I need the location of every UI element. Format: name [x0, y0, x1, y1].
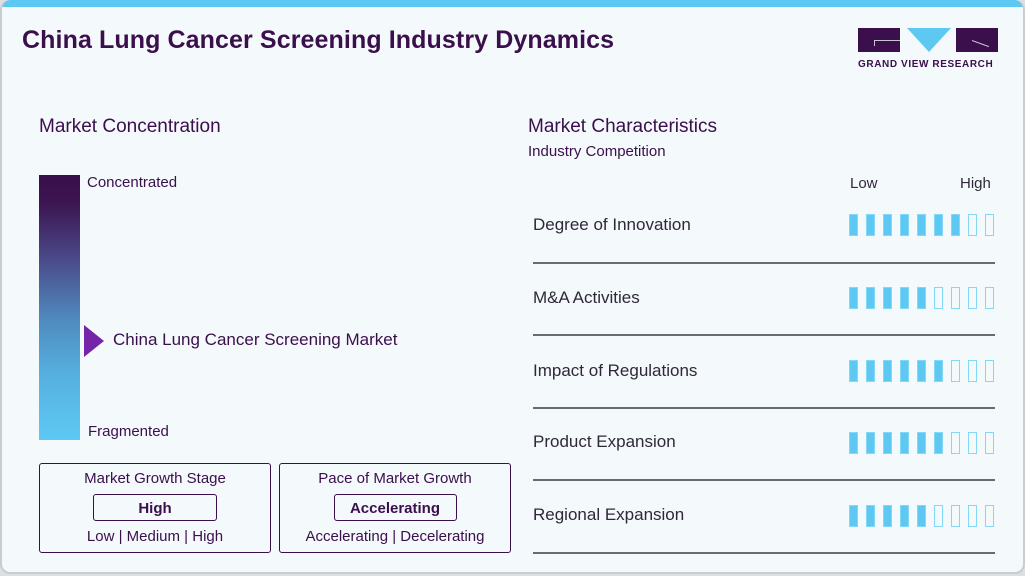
- rating-segment-empty: [951, 360, 960, 382]
- pace-options: Accelerating | Decelerating: [305, 528, 485, 545]
- rating-segment-filled: [866, 214, 875, 236]
- rating-segment-filled: [900, 432, 909, 454]
- rating-segment-filled: [917, 505, 926, 527]
- rating-segment-filled: [883, 360, 892, 382]
- rating-segment-empty: [968, 432, 977, 454]
- logo-text: GRAND VIEW RESEARCH: [858, 59, 994, 70]
- rating-segment-filled: [866, 432, 875, 454]
- row-label-regional-expansion: Regional Expansion: [533, 505, 685, 524]
- rating-segment-filled: [883, 505, 892, 527]
- rating-segment-filled: [849, 360, 858, 382]
- page-title: China Lung Cancer Screening Industry Dyn…: [22, 26, 615, 54]
- row-divider: [533, 262, 995, 264]
- rating-segment-filled: [849, 287, 858, 309]
- row-divider: [533, 407, 995, 409]
- rating-segment-filled: [934, 360, 943, 382]
- logo-r-block: [956, 28, 998, 52]
- rating-segment-filled: [934, 214, 943, 236]
- rating-product-expansion: [849, 432, 994, 456]
- growth-stage-title: Market Growth Stage: [84, 470, 226, 487]
- fragmented-label: Fragmented: [88, 423, 169, 440]
- row-divider: [533, 552, 995, 554]
- rating-segment-empty: [985, 360, 994, 382]
- rating-segment-filled: [951, 214, 960, 236]
- rating-segment-filled: [866, 287, 875, 309]
- rating-innovation: [849, 214, 994, 238]
- pace-value: Accelerating: [333, 494, 457, 521]
- rating-segment-empty: [985, 214, 994, 236]
- rating-segment-filled: [917, 287, 926, 309]
- rating-segment-filled: [883, 432, 892, 454]
- rating-segment-empty: [985, 505, 994, 527]
- row-label-innovation: Degree of Innovation: [533, 215, 691, 234]
- rating-segment-filled: [934, 432, 943, 454]
- rating-regulations: [849, 360, 994, 384]
- concentrated-label: Concentrated: [87, 174, 178, 191]
- rating-segment-empty: [968, 214, 977, 236]
- pace-title: Pace of Market Growth: [318, 470, 472, 487]
- rating-segment-empty: [985, 432, 994, 454]
- market-growth-stage-box: Market Growth Stage High Low | Medium | …: [39, 463, 271, 553]
- row-label-mna: M&A Activities: [533, 288, 640, 307]
- scale-high-label: High: [960, 175, 991, 192]
- top-accent-bar: [2, 0, 1023, 7]
- logo-v-triangle-icon: [907, 28, 951, 52]
- concentration-gradient-bar: [39, 175, 80, 440]
- rating-segment-filled: [849, 505, 858, 527]
- rating-segment-filled: [900, 360, 909, 382]
- scale-low-label: Low: [850, 175, 878, 192]
- industry-competition-subheading: Industry Competition: [528, 143, 666, 160]
- rating-regional-expansion: [849, 505, 994, 529]
- growth-stage-value: High: [93, 494, 217, 521]
- market-position-marker-icon: [84, 325, 104, 357]
- market-concentration-heading: Market Concentration: [39, 116, 221, 137]
- rating-segment-empty: [934, 505, 943, 527]
- rating-segment-filled: [866, 360, 875, 382]
- rating-segment-filled: [900, 214, 909, 236]
- rating-segment-empty: [951, 432, 960, 454]
- rating-segment-empty: [968, 287, 977, 309]
- row-divider: [533, 479, 995, 481]
- rating-segment-filled: [866, 505, 875, 527]
- rating-segment-filled: [883, 287, 892, 309]
- grand-view-research-logo: GRAND VIEW RESEARCH: [858, 28, 1000, 70]
- rating-segment-empty: [968, 360, 977, 382]
- rating-segment-empty: [951, 505, 960, 527]
- row-divider: [533, 334, 995, 336]
- rating-mna: [849, 287, 994, 311]
- market-position-label: China Lung Cancer Screening Market: [113, 330, 398, 349]
- rating-segment-filled: [849, 214, 858, 236]
- rating-segment-filled: [900, 287, 909, 309]
- rating-segment-empty: [985, 287, 994, 309]
- rating-segment-empty: [934, 287, 943, 309]
- rating-segment-filled: [917, 432, 926, 454]
- rating-segment-filled: [849, 432, 858, 454]
- growth-stage-options: Low | Medium | High: [86, 528, 224, 545]
- row-label-regulations: Impact of Regulations: [533, 361, 698, 380]
- pace-of-growth-box: Pace of Market Growth Accelerating Accel…: [279, 463, 511, 553]
- rating-segment-filled: [883, 214, 892, 236]
- market-characteristics-heading: Market Characteristics: [528, 116, 717, 137]
- rating-segment-filled: [917, 214, 926, 236]
- rating-segment-empty: [951, 287, 960, 309]
- rating-segment-filled: [917, 360, 926, 382]
- rating-segment-empty: [968, 505, 977, 527]
- row-label-product-expansion: Product Expansion: [533, 432, 676, 451]
- rating-segment-filled: [900, 505, 909, 527]
